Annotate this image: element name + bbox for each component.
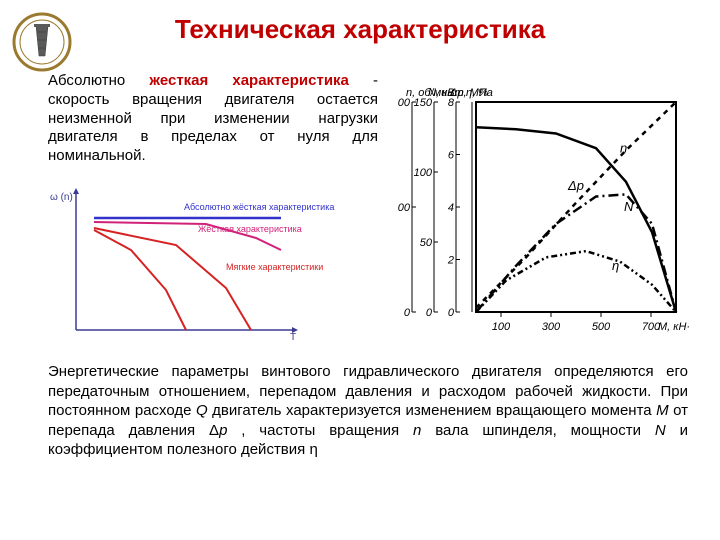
def-red: жесткая характеристика [149,72,349,89]
page-title: Техническая характеристика [0,0,720,45]
svg-text:0: 0 [448,307,455,319]
svg-text:300: 300 [542,321,561,333]
svg-text:Абсолютно жёсткая характеристи: Абсолютно жёсткая характеристика [184,202,334,212]
svg-text:T: T [290,332,296,340]
svg-text:n: n [620,140,627,155]
svg-text:2: 2 [447,255,454,267]
svg-text:50: 50 [420,237,433,249]
svg-text:η: η [612,258,619,273]
svg-text:0: 0 [426,307,433,319]
rigidity-curves-chart: ω (n) T Абсолютно жёсткая характеристика Жё… [48,180,378,340]
definition-paragraph: Абсолютно жесткая характеристика - скоро… [48,72,378,166]
svg-text:4: 4 [448,202,454,214]
def-pre: Абсолютно [48,72,149,89]
body-paragraph: Энергетические параметры винтового гидра… [48,362,688,460]
svg-text:ω (n): ω (n) [50,192,73,203]
svg-text:Δp: Δp [567,178,584,193]
svg-text:0: 0 [404,307,411,319]
svg-text:500: 500 [592,321,611,333]
svg-text:100: 100 [492,321,511,333]
svg-text:Мягкие характеристики: Мягкие характеристики [226,262,323,272]
svg-text:М, кН·м: М, кН·м [658,321,690,333]
svg-text:200: 200 [398,97,411,109]
energy-characteristics-chart: n, об/мин0100200N, кВт050100150Δp, МПа02… [398,72,690,350]
svg-text:100: 100 [414,167,433,179]
svg-text:100: 100 [398,202,411,214]
department-logo [12,12,72,72]
svg-text:8: 8 [448,97,455,109]
svg-text:Жёсткая характеристика: Жёсткая характеристика [198,224,302,234]
svg-text:6: 6 [448,150,455,162]
svg-text:η, %: η, % [466,87,488,99]
svg-text:150: 150 [414,97,433,109]
svg-text:N: N [624,199,634,214]
